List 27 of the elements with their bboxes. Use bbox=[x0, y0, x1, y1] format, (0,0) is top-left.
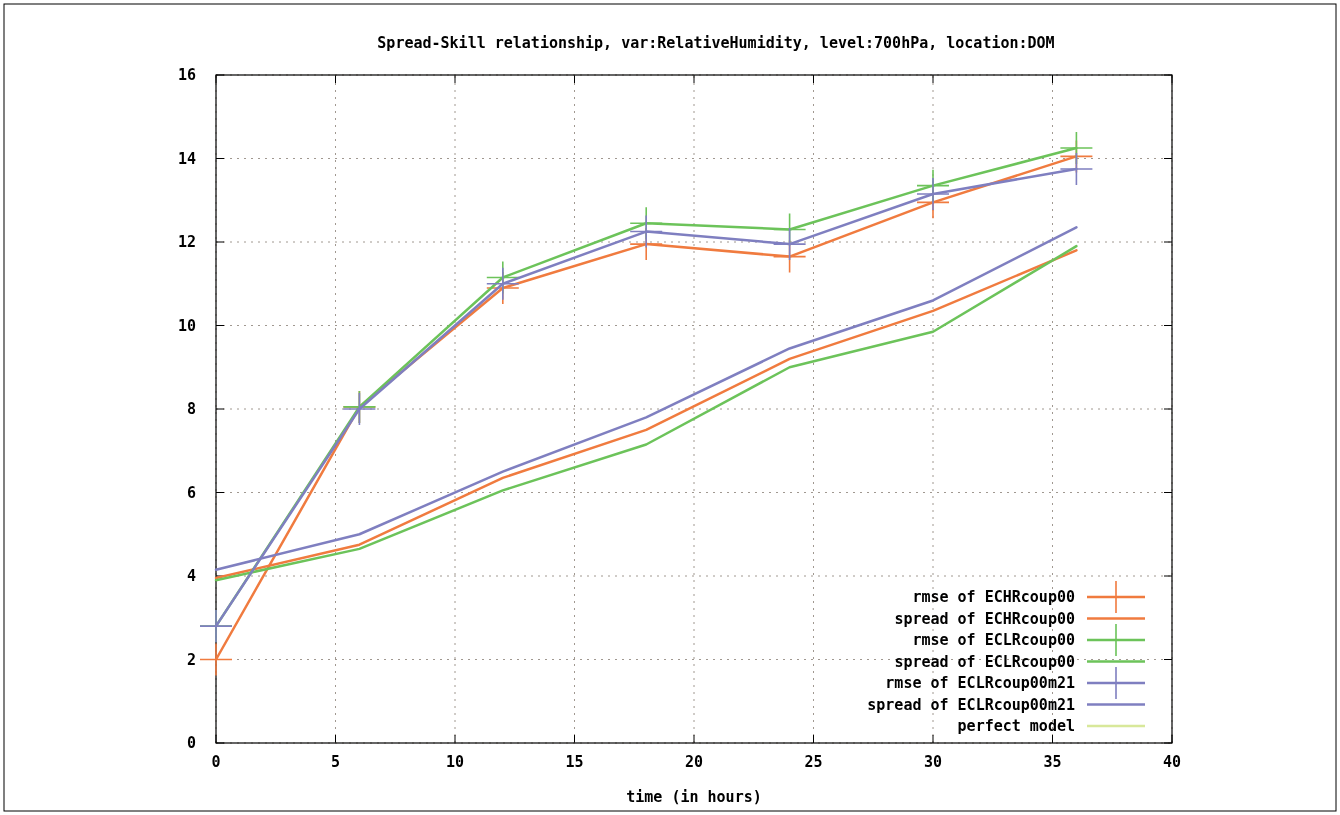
y-tick-label: 2 bbox=[186, 650, 196, 669]
x-tick-label: 20 bbox=[684, 753, 704, 771]
y-tick-label: 10 bbox=[177, 316, 196, 335]
legend-label: rmse of ECLRcoup00 bbox=[912, 631, 1075, 649]
legend-label: spread of ECLRcoup00m21 bbox=[867, 695, 1075, 714]
y-tick-label: 12 bbox=[177, 233, 196, 251]
x-tick-label: 25 bbox=[804, 753, 823, 771]
y-tick-label: 8 bbox=[186, 400, 196, 418]
y-tick-label: 14 bbox=[177, 149, 196, 168]
legend-label: spread of ECLRcoup00 bbox=[894, 652, 1075, 671]
y-tick-label: 4 bbox=[186, 567, 196, 585]
legend-label: perfect model bbox=[957, 717, 1075, 735]
y-tick-label: 16 bbox=[177, 66, 196, 84]
y-tick-label: 6 bbox=[186, 483, 196, 502]
legend-label: rmse of ECLRcoup00m21 bbox=[885, 674, 1075, 692]
legend-label: rmse of ECHRcoup00 bbox=[912, 588, 1075, 606]
x-tick-label: 10 bbox=[445, 753, 465, 771]
x-tick-label: 5 bbox=[330, 753, 341, 771]
x-tick-label: 40 bbox=[1162, 753, 1182, 771]
x-tick-label: 35 bbox=[1043, 753, 1062, 771]
legend-label: spread of ECHRcoup00 bbox=[894, 609, 1075, 628]
x-axis-title: time (in hours) bbox=[626, 788, 762, 806]
x-tick-label: 30 bbox=[923, 753, 943, 771]
y-tick-label: 0 bbox=[186, 734, 196, 752]
chart-title: Spread-Skill relationship, var:RelativeHumidity, level:700hPa, location:DOM bbox=[377, 34, 1055, 52]
x-tick-label: 15 bbox=[565, 753, 584, 771]
x-tick-label: 0 bbox=[211, 753, 221, 771]
